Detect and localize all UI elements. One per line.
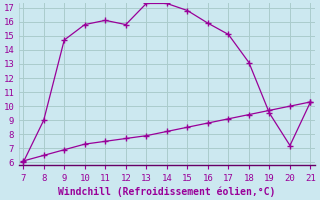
X-axis label: Windchill (Refroidissement éolien,°C): Windchill (Refroidissement éolien,°C) (58, 186, 276, 197)
